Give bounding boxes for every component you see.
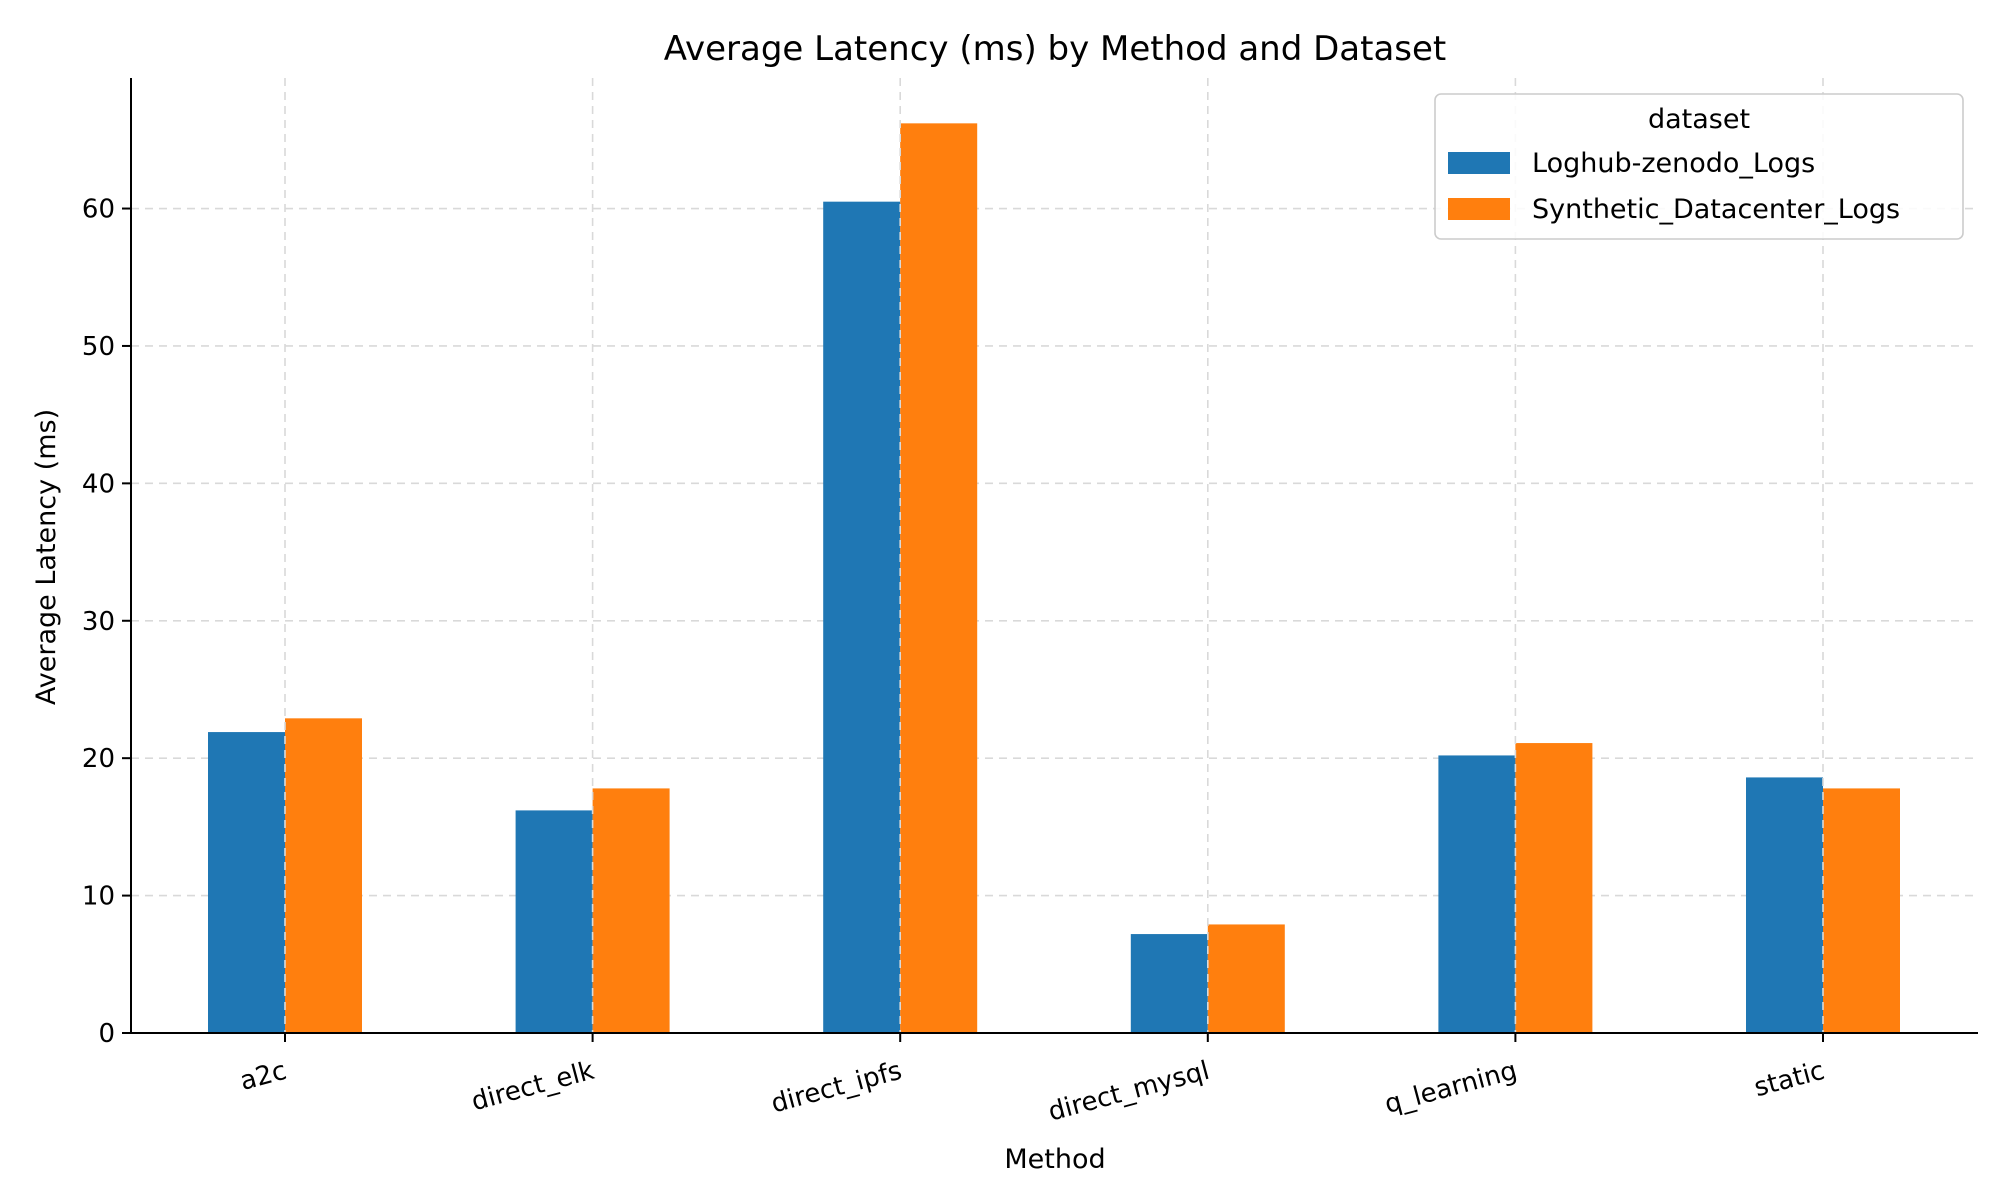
bar-direct_elk-series-1 [515,810,593,1033]
bar-direct_ipfs-series-1 [823,201,901,1033]
y-tick-label: 20 [82,744,115,774]
y-tick-label: 50 [82,332,115,362]
chart-title: Average Latency (ms) by Method and Datas… [664,29,1447,69]
bars-layer [208,123,1900,1033]
legend-swatch-series-1 [1448,152,1510,174]
bar-q_learning-series-2 [1515,743,1593,1033]
legend-label-series-1: Loghub-zenodo_Logs [1532,148,1815,179]
x-tick-label-q_learning: q_learning [1381,1056,1520,1120]
axes-layer [130,78,1978,1034]
bar-direct_elk-series-2 [592,788,670,1033]
y-tick-label: 60 [82,195,115,225]
bar-static-series-1 [1746,777,1823,1033]
bar-direct_mysql-series-1 [1130,934,1208,1033]
y-tick-label: 10 [82,882,115,912]
legend-box [1434,93,1964,240]
x-tick-label-a2c: a2c [237,1056,290,1097]
legend-swatch-series-2 [1448,198,1510,220]
grid-layer [131,207,1978,897]
legend-entries: Loghub-zenodo_Logs Synthetic_Datacenter_L… [1448,148,1900,225]
y-tick-label: 30 [82,607,115,637]
x-tick-label-direct_mysql: direct_mysql [1045,1056,1212,1128]
legend-label-series-2: Synthetic_Datacenter_Logs [1532,194,1900,225]
bar-a2c-series-1 [208,732,285,1033]
y-axis-label: Average Latency (ms) [31,409,62,705]
legend: dataset Loghub-zenodo_Logs Synthetic_Data… [1434,93,1964,240]
legend-title: dataset [1648,104,1750,135]
bar-static-series-2 [1823,788,1900,1033]
x-tick-label-direct_elk: direct_elk [468,1056,597,1117]
bar-direct_ipfs-series-2 [900,123,978,1033]
x-axis-label: Method [1004,1144,1105,1175]
y-tick-label: 0 [98,1019,115,1049]
bar-q_learning-series-1 [1438,755,1516,1033]
y-tick-label: 40 [82,469,115,499]
bar-direct_mysql-series-2 [1207,924,1285,1033]
bar-a2c-series-2 [285,718,362,1033]
x-tick-label-direct_ipfs: direct_ipfs [768,1056,905,1120]
x-tick-label-static: static [1751,1056,1828,1103]
